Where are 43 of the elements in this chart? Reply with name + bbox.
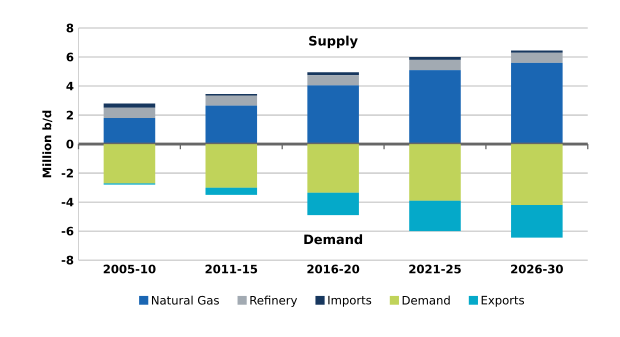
x-tick-label: 2005-10 — [104, 264, 156, 274]
bar — [511, 204, 563, 238]
bar — [307, 192, 359, 215]
y-tick-label: -4 — [62, 198, 74, 206]
y-tick-label: 2 — [66, 110, 73, 120]
bar — [409, 60, 461, 70]
y-tick-label: 4 — [66, 82, 74, 90]
bar — [409, 56, 461, 60]
bar — [511, 62, 563, 144]
x-tick-label: 2026-30 — [511, 264, 563, 274]
x-tick-label: 2016-20 — [307, 264, 360, 274]
bar — [206, 187, 258, 195]
bar — [307, 74, 359, 86]
bar — [104, 108, 156, 118]
legend-label: Natural Gas — [152, 295, 219, 304]
x-tick-label: 2011-15 — [206, 264, 258, 274]
y-tick-label: -8 — [62, 255, 74, 264]
bar — [409, 144, 461, 200]
bar — [104, 118, 156, 144]
bar — [206, 95, 258, 106]
annotation: Demand — [304, 234, 362, 244]
bar — [104, 103, 156, 108]
bar — [206, 144, 258, 188]
bar — [307, 144, 359, 192]
bar — [206, 105, 258, 144]
legend-label: Refinery — [250, 295, 298, 307]
y-tick-label: 8 — [66, 23, 74, 32]
y-tick-label: -6 — [62, 226, 74, 236]
annotation: Supply — [309, 35, 358, 48]
bar — [511, 52, 563, 63]
legend-label: Imports — [328, 296, 372, 307]
y-tick-label: 6 — [66, 52, 74, 62]
bar — [307, 85, 359, 144]
y-axis-title: Million b/d — [42, 110, 52, 178]
legend-label: Demand — [402, 295, 450, 304]
bar — [104, 144, 156, 184]
bar — [511, 144, 563, 205]
y-tick-label: -2 — [62, 168, 73, 178]
x-tick-label: 2021-25 — [409, 264, 461, 274]
y-tick-label: 0 — [66, 139, 74, 148]
legend-label: Exports — [482, 296, 524, 307]
bar — [409, 200, 461, 231]
bar — [409, 70, 461, 144]
